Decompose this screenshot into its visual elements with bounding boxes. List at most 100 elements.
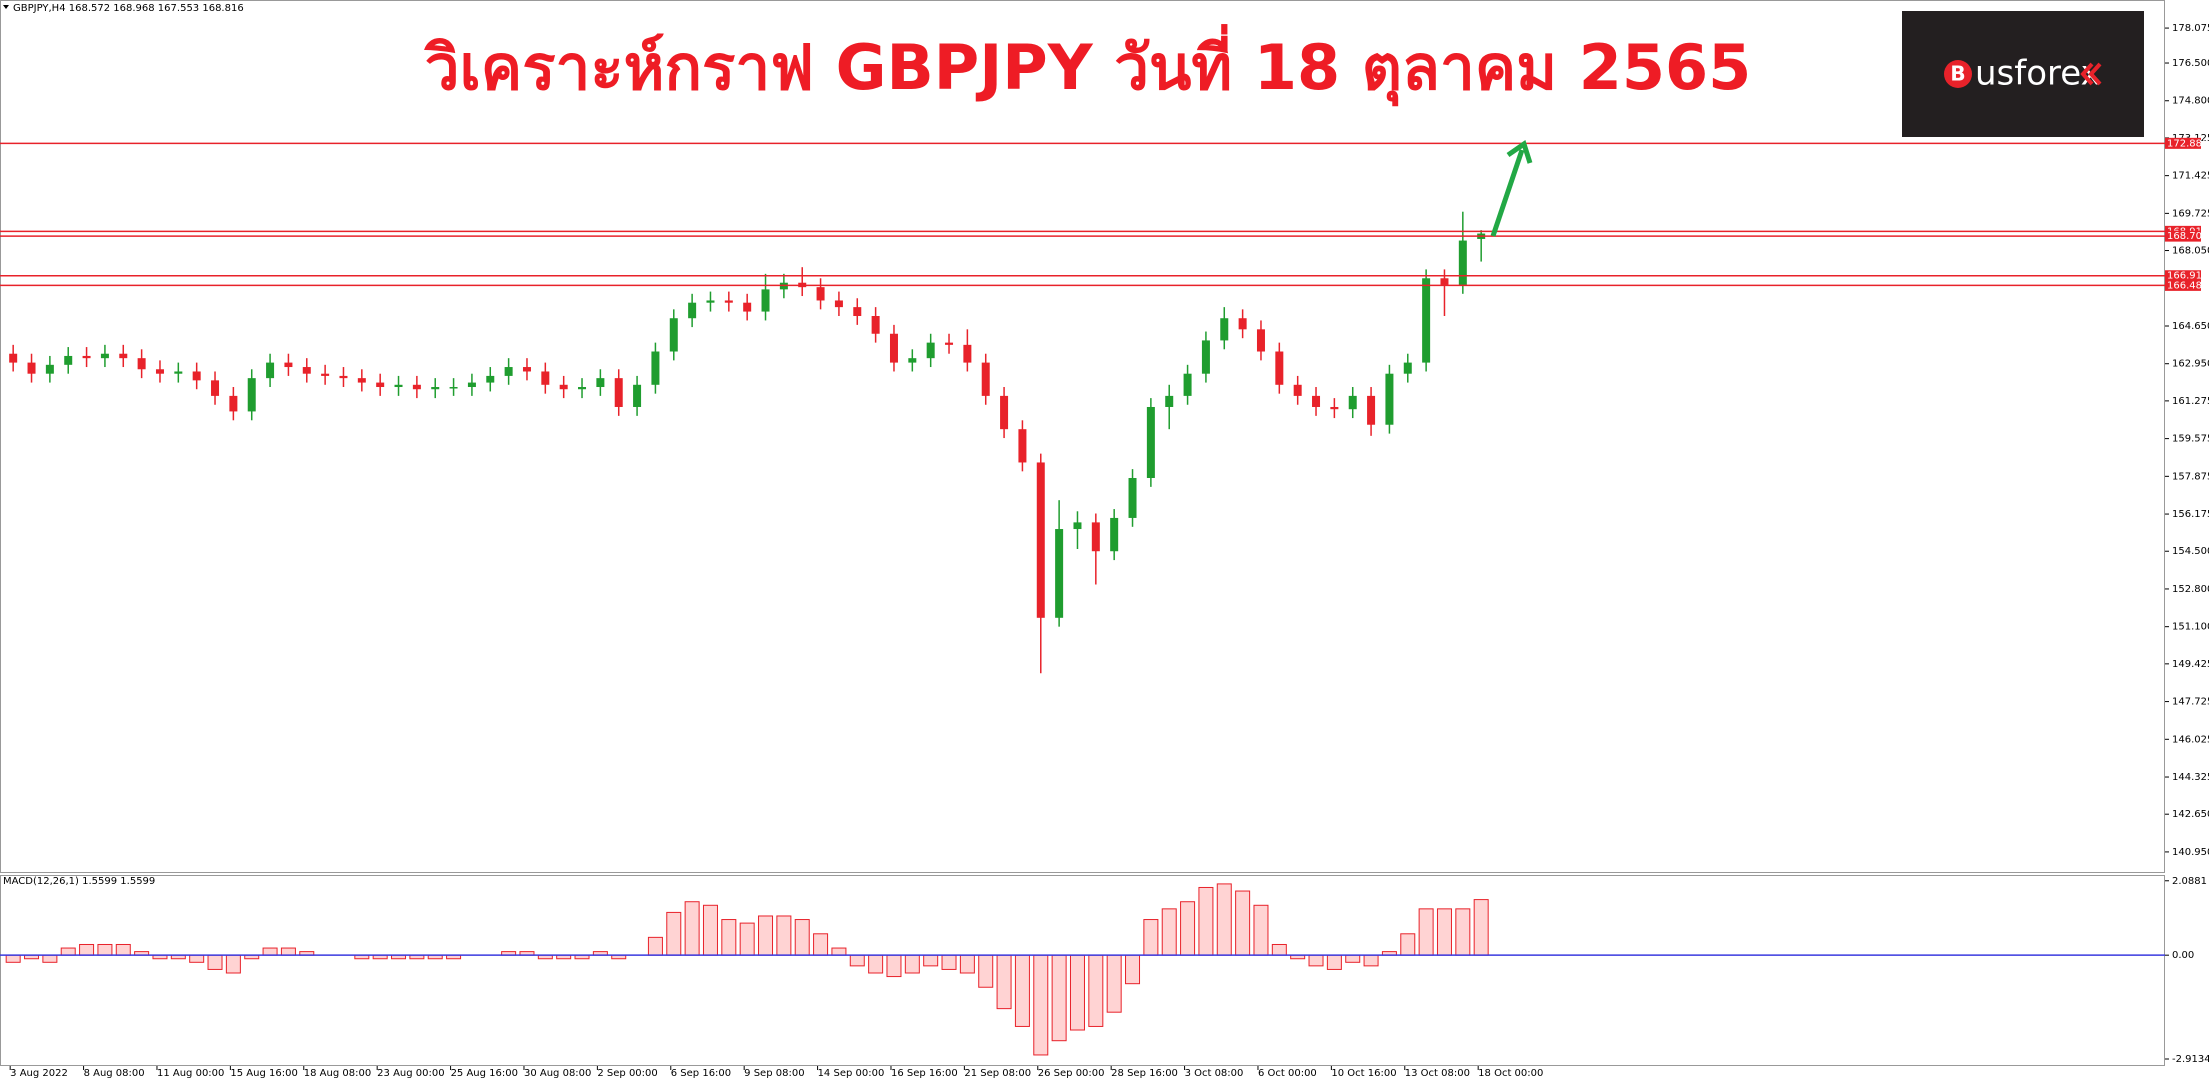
candle-body — [9, 353, 18, 363]
x-tick-label: 30 Aug 08:00 — [524, 1068, 591, 1079]
macd-bar — [1235, 890, 1251, 956]
macd-bar — [721, 919, 737, 956]
candle-body — [504, 367, 513, 376]
x-tick-label: 6 Sep 16:00 — [671, 1068, 731, 1079]
candle-body — [1128, 477, 1137, 518]
candle-body — [706, 300, 715, 303]
y-tick-label: 161.275 — [2172, 396, 2209, 407]
candle-body — [394, 384, 403, 388]
macd-bar — [868, 954, 884, 974]
candle-body — [1055, 529, 1064, 618]
macd-bar — [189, 954, 205, 963]
macd-bar — [959, 954, 975, 974]
macd-bar — [5, 954, 21, 963]
x-tick-label: 3 Aug 2022 — [10, 1068, 68, 1079]
level-label: 166.914 — [2167, 271, 2208, 282]
candle-body — [27, 362, 36, 374]
y-tick-label: 178.075 — [2172, 23, 2209, 34]
candle-body — [412, 384, 421, 390]
candle-body — [1293, 384, 1302, 396]
candle-body — [229, 395, 238, 412]
y-tick-label: 176.500 — [2172, 58, 2209, 69]
macd-bar — [1436, 908, 1452, 956]
macd-bar — [794, 919, 810, 956]
candle-body — [376, 382, 385, 388]
y-tick-label: 2.0881 — [2172, 876, 2207, 887]
x-tick-label: 16 Sep 16:00 — [891, 1068, 958, 1079]
level-label: 168.700 — [2167, 231, 2208, 242]
x-tick-label: 3 Oct 08:00 — [1185, 1068, 1244, 1079]
macd-bar — [941, 954, 957, 970]
y-tick-label: 168.050 — [2172, 246, 2209, 257]
candle-body — [614, 378, 623, 407]
candle-body — [1220, 318, 1229, 341]
x-tick-label: 9 Sep 08:00 — [744, 1068, 804, 1079]
candle-body — [1091, 522, 1100, 552]
x-tick-label: 2 Sep 00:00 — [597, 1068, 657, 1079]
macd-bar — [1253, 904, 1269, 956]
y-tick-label: 144.325 — [2172, 772, 2209, 783]
candle-body — [651, 351, 660, 385]
x-tick-label: 28 Sep 16:00 — [1111, 1068, 1178, 1079]
macd-bar — [831, 947, 847, 956]
candle-body — [45, 364, 54, 374]
candle-body — [559, 384, 568, 390]
y-tick-label: -2.9134 — [2172, 1054, 2209, 1065]
candle-body — [1367, 395, 1376, 425]
candle-body — [1238, 318, 1247, 330]
candle-body — [467, 382, 476, 388]
candle-body — [981, 362, 990, 396]
macd-bar — [1069, 954, 1085, 1031]
candle-body — [137, 358, 146, 370]
candle-body — [1000, 395, 1009, 430]
candle-body — [596, 378, 605, 388]
y-tick-label: 157.875 — [2172, 471, 2209, 482]
candle-body — [339, 375, 348, 379]
candle-body — [743, 302, 752, 312]
chart-title: วิเคราะห์กราฟ GBPJPY วันที่ 18 ตุลาคม 25… — [424, 24, 1752, 106]
candle-body — [284, 362, 293, 368]
y-tick-label: 147.725 — [2172, 697, 2209, 708]
macd-bar — [739, 922, 755, 956]
macd-bar — [1455, 908, 1471, 956]
x-tick-label: 23 Aug 00:00 — [377, 1068, 444, 1079]
candle-body — [963, 344, 972, 363]
y-tick-label: 159.575 — [2172, 434, 2209, 445]
candle-body — [688, 302, 697, 319]
macd-bar — [1125, 954, 1141, 985]
macd-bar — [1345, 954, 1361, 963]
candle-body — [1422, 278, 1431, 363]
macd-bar — [79, 943, 95, 956]
macd-bar — [1106, 954, 1122, 1013]
candle-body — [211, 380, 220, 396]
candle-body — [302, 367, 311, 374]
symbol-info: GBPJPY,H4 168.572 168.968 167.553 168.81… — [13, 3, 244, 14]
macd-bar — [978, 954, 994, 988]
candle-body — [1440, 278, 1449, 285]
macd-bar — [1326, 954, 1342, 970]
x-tick-label: 13 Oct 08:00 — [1405, 1068, 1470, 1079]
macd-bar — [1033, 954, 1049, 1056]
candle-body — [1275, 351, 1284, 385]
candle-body — [1458, 240, 1467, 285]
candle-body — [633, 384, 642, 407]
logo-box — [1902, 11, 2144, 137]
macd-bar — [1400, 933, 1416, 956]
macd-bar — [1161, 908, 1177, 956]
level-label-bg — [2165, 270, 2201, 282]
x-tick-label: 10 Oct 16:00 — [1331, 1068, 1396, 1079]
menu-arrow[interactable] — [3, 5, 9, 9]
macd-bar — [702, 904, 718, 956]
candle-body — [724, 300, 733, 303]
candle-body — [64, 355, 73, 365]
candle-body — [1403, 362, 1412, 374]
price-panel-frame — [0, 0, 2165, 873]
x-tick-label: 18 Aug 08:00 — [304, 1068, 371, 1079]
macd-bar — [666, 911, 682, 956]
level-label-bg — [2165, 137, 2201, 149]
level-label: 166.480 — [2167, 280, 2208, 291]
candle-body — [1073, 522, 1082, 530]
y-tick-label: 174.800 — [2172, 96, 2209, 107]
candle-body — [578, 387, 587, 390]
macd-bar — [996, 954, 1012, 1010]
